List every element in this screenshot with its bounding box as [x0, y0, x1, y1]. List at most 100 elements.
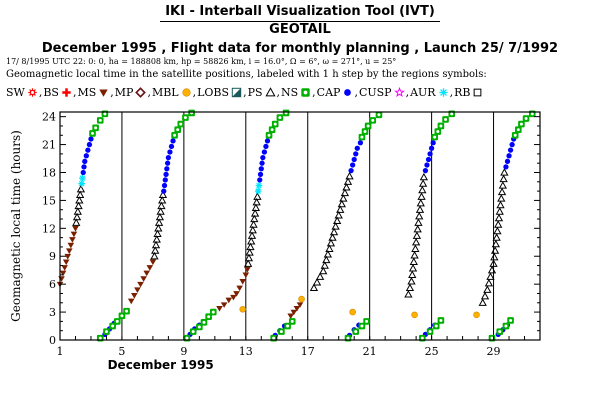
data-point — [342, 183, 351, 191]
data-point — [264, 138, 271, 144]
data-point — [414, 218, 423, 226]
x-tick-label: 17 — [301, 345, 315, 358]
data-point — [248, 225, 257, 234]
data-point — [489, 259, 498, 267]
data-point — [495, 207, 504, 215]
data-point — [154, 218, 164, 226]
data-point — [85, 147, 91, 153]
data-point — [164, 166, 170, 172]
legend-item-lobs: LOBS — [197, 86, 242, 99]
data-point — [442, 116, 449, 123]
data-point — [230, 294, 237, 301]
data-point — [428, 145, 435, 151]
data-point — [127, 298, 135, 305]
data-point — [109, 322, 116, 330]
data-point — [418, 179, 428, 187]
data-point — [153, 229, 162, 238]
data-point — [171, 131, 178, 139]
legend-label: LOBS — [197, 85, 230, 99]
plot-description: Geomagnetic local time in the satellite … — [6, 69, 487, 80]
data-point — [75, 196, 84, 204]
data-point — [408, 270, 417, 278]
legend-separator: , — [243, 85, 247, 99]
data-point — [473, 311, 480, 319]
data-point — [331, 222, 340, 230]
legend-item-cusp: CUSP — [359, 86, 405, 99]
legend-item-ps: PS — [248, 86, 276, 99]
legend-label: PS — [247, 85, 263, 99]
region-legend: SW, BS, MS, MP, MBL, LOBS, PS, NS, CAP, CUSP, AUR,… — [6, 84, 483, 100]
data-point — [76, 184, 86, 193]
legend-item-rb: RB — [454, 86, 483, 99]
data-point — [149, 259, 157, 266]
data-point — [158, 190, 168, 198]
data-point — [480, 291, 490, 300]
data-point — [515, 126, 522, 133]
series-ms — [56, 226, 304, 320]
legend-label: MS — [77, 85, 97, 99]
data-point — [64, 253, 72, 260]
data-point — [67, 242, 75, 249]
data-point — [155, 212, 165, 221]
data-point — [146, 265, 154, 271]
data-point — [74, 201, 83, 210]
data-point — [425, 156, 432, 163]
data-point — [260, 154, 266, 161]
data-point — [165, 154, 172, 161]
data-point — [151, 240, 161, 249]
data-point — [250, 209, 260, 217]
data-point — [62, 259, 70, 266]
data-point — [325, 244, 334, 252]
data-point — [364, 122, 372, 130]
data-point — [156, 207, 165, 215]
data-point — [437, 122, 445, 130]
data-point — [490, 246, 500, 254]
data-point — [61, 265, 68, 271]
data-point — [255, 182, 263, 189]
data-point — [158, 196, 167, 204]
data-point — [408, 264, 418, 272]
data-point — [431, 133, 439, 141]
data-point — [427, 151, 433, 157]
x-tick-label: 13 — [239, 345, 253, 358]
asterisk-icon — [438, 87, 448, 97]
data-point — [89, 130, 96, 137]
data-point — [73, 207, 82, 215]
data-point — [174, 126, 181, 133]
data-point — [164, 160, 171, 166]
y-tick-label: 24 — [42, 111, 56, 124]
data-point — [434, 128, 442, 135]
data-point — [244, 253, 254, 262]
data-point — [312, 277, 322, 286]
legend-label: CUSP — [358, 85, 392, 99]
mission-name: GEOTAIL — [269, 22, 331, 37]
data-point — [244, 266, 251, 273]
diamond-icon — [135, 86, 147, 98]
y-tick-label: 12 — [42, 222, 56, 235]
data-point — [411, 237, 421, 246]
data-point — [353, 151, 359, 157]
data-point — [497, 194, 506, 202]
legend-item-ms: MS — [77, 86, 109, 99]
data-point — [522, 115, 530, 122]
data-point — [409, 257, 418, 265]
data-point — [361, 128, 369, 135]
y-tick-label: 18 — [42, 166, 56, 179]
series-ps — [72, 168, 509, 306]
data-point — [315, 272, 325, 280]
data-point — [493, 226, 502, 235]
data-point — [168, 143, 175, 150]
legend-separator: , — [354, 85, 358, 99]
data-point — [405, 283, 415, 292]
data-point — [518, 120, 525, 128]
data-point — [151, 246, 160, 254]
data-point — [161, 188, 167, 194]
data-point — [254, 187, 262, 195]
sun-icon — [28, 87, 37, 97]
data-point — [123, 307, 130, 315]
data-point — [432, 322, 440, 330]
data-point — [336, 205, 345, 213]
legend-label: CAP — [316, 85, 341, 99]
data-point — [80, 169, 86, 176]
